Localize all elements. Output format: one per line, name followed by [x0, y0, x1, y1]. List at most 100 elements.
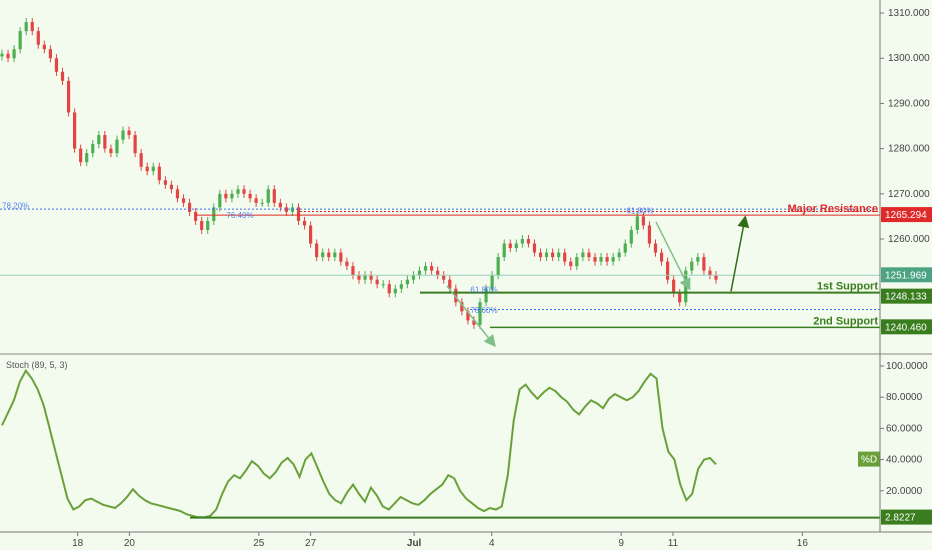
second-support-badge: 1240.460: [881, 319, 932, 335]
time-tick-label: 18: [72, 538, 84, 549]
candle-body: [187, 202, 192, 212]
candle-body: [0, 53, 4, 57]
candle-body: [218, 193, 222, 208]
candle-body: [230, 193, 234, 199]
candle-body: [91, 144, 95, 154]
candle-body: [248, 193, 252, 199]
candle-body: [490, 275, 494, 289]
candle-body: [659, 252, 664, 262]
candle-body: [369, 275, 373, 280]
candle-body: [430, 266, 434, 271]
target-arrow: [730, 215, 750, 292]
candle-body: [333, 252, 337, 258]
stoch-tick-label: 40.0000: [886, 455, 923, 466]
candle-body: [411, 275, 416, 280]
stochastic-pane[interactable]: %D: [1, 368, 880, 519]
candle-body: [448, 279, 452, 289]
resistance-price-badge-bg: [881, 207, 932, 223]
candle-body: [417, 270, 422, 276]
candle-body: [24, 22, 28, 32]
candle-body: [79, 148, 83, 163]
candle-body: [466, 311, 470, 321]
candle-body: [127, 130, 131, 136]
candle-body: [460, 302, 464, 312]
candle-body: [714, 275, 718, 280]
candle-body: [563, 252, 567, 262]
candle-body: [85, 153, 89, 163]
candle-body: [278, 202, 282, 208]
candle-body: [587, 252, 591, 258]
candle-body: [690, 261, 694, 271]
candle-body: [581, 252, 585, 258]
candle-body: [18, 31, 22, 50]
fib-level-label: 78.60%: [470, 306, 497, 315]
candle-body: [266, 189, 270, 203]
candle-body: [97, 135, 101, 145]
candle-body: [708, 270, 712, 276]
fib-level-label: 78.20%: [2, 201, 29, 210]
candle-body: [363, 275, 367, 280]
candle-body: [629, 229, 633, 244]
time-tick-label: 16: [797, 538, 809, 549]
price-tick-label: 1260.000: [888, 234, 930, 245]
second-support-label: 2nd Support: [813, 315, 878, 327]
candle-body: [254, 198, 258, 203]
candle-body: [532, 243, 537, 253]
candle-body: [478, 302, 482, 325]
candle-body: [73, 112, 77, 149]
candle-body: [702, 257, 706, 271]
candle-body: [678, 293, 682, 303]
candle-body: [647, 225, 652, 244]
candle-body: [302, 220, 307, 226]
price-tick-label: 1280.000: [888, 144, 930, 155]
time-tick-label: 9: [618, 538, 624, 549]
price-tick-label: 1270.000: [888, 189, 930, 200]
second-support-badge-bg: [881, 319, 932, 335]
candle-body: [42, 44, 46, 50]
candle-body: [423, 266, 428, 271]
last-price-badge-bg: [881, 267, 932, 283]
candle-body: [181, 198, 186, 203]
candle-body: [139, 153, 143, 167]
stoch-tick-label: 100.0000: [886, 361, 928, 372]
stoch-low-badge: 2.8227: [881, 509, 932, 525]
candle-body: [103, 135, 107, 149]
candle-body: [526, 239, 531, 244]
price-pane[interactable]: 78.20% 76.40% 61.80% 61.80% 78.60% Major Resi…: [0, 18, 880, 348]
stoch-series-label: %D: [858, 451, 880, 467]
resistance-price-badge-text: 1265.294: [885, 210, 927, 221]
stoch-low-badge-bg: [881, 509, 932, 525]
stoch-d-line: [1, 368, 717, 519]
candle-body: [472, 320, 476, 325]
candle-body: [115, 139, 119, 154]
candle-body: [672, 279, 676, 294]
candle-body: [66, 80, 71, 113]
candle-body: [496, 257, 500, 276]
candle-body: [381, 284, 385, 286]
candle-body: [514, 243, 518, 249]
candle-body: [133, 135, 137, 154]
price-tick-label: 1310.000: [888, 8, 930, 19]
candle-body: [200, 220, 204, 230]
candle-body: [617, 252, 621, 258]
candle-body: [569, 261, 573, 267]
candle-body: [206, 220, 210, 230]
candle-body: [502, 243, 506, 258]
first-support-label: 1st Support: [817, 281, 878, 293]
time-tick-label: 25: [253, 538, 265, 549]
candle-body: [151, 166, 155, 172]
candle-body: [284, 207, 288, 212]
stoch-tick-label: 60.0000: [886, 423, 923, 434]
stoch-low-badge-text: 2.8227: [885, 513, 916, 524]
candle-body: [405, 279, 410, 285]
candle-body: [212, 207, 216, 221]
candle-body: [48, 49, 53, 59]
time-tick-label: 4: [489, 538, 495, 549]
projection-arrow-2: [655, 221, 691, 291]
first-support-badge-bg: [881, 288, 932, 304]
last-price-badge-text: 1251.969: [885, 270, 927, 281]
stoch-tick-label: 80.0000: [886, 392, 923, 403]
candle-body: [538, 252, 543, 258]
candle-body: [557, 252, 561, 258]
candle-body: [327, 252, 331, 258]
